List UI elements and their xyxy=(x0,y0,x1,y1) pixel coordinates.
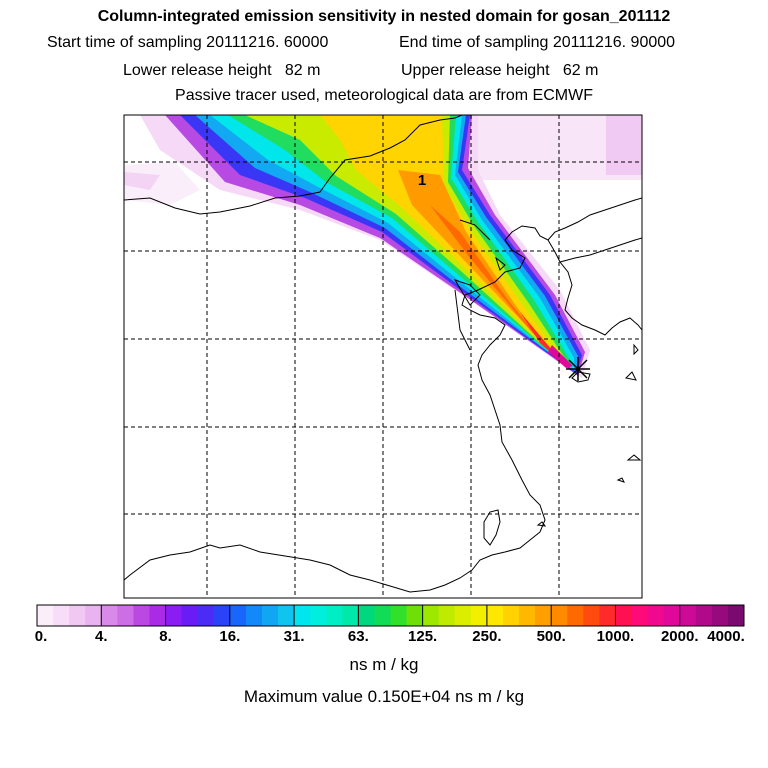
colorbar-unit-label: ns m / kg xyxy=(349,655,419,674)
colorbar-swatch xyxy=(422,605,440,626)
background-sensitivity-ne-dark xyxy=(606,115,642,175)
small-island-2 xyxy=(616,477,625,483)
plume-core xyxy=(548,345,573,368)
plume-layer-2 xyxy=(180,115,582,374)
colorbar-swatch xyxy=(535,605,552,626)
colorbar-tick-label: 16. xyxy=(219,628,241,645)
colorbar-swatch xyxy=(679,605,697,626)
colorbar-swatch xyxy=(615,605,633,626)
plume-layer-3 xyxy=(195,115,578,372)
jeju-island-coast xyxy=(571,371,591,383)
colorbar-swatch xyxy=(711,605,729,626)
colorbar-swatch xyxy=(519,605,536,626)
colorbar-swatch xyxy=(53,605,70,626)
colorbar-swatch xyxy=(374,605,391,626)
colorbar-swatch xyxy=(470,605,488,626)
colorbar-swatch xyxy=(149,605,167,626)
colorbar-swatch xyxy=(310,605,327,626)
lat-lon-grid xyxy=(124,115,642,598)
border-line-north xyxy=(124,115,463,215)
sensitivity-field xyxy=(124,115,642,378)
colorbar-swatch xyxy=(342,605,359,626)
upper-release-label: Upper release height 62 m xyxy=(401,62,599,79)
colorbar-tick-label: 0. xyxy=(34,628,48,645)
colorbar-swatch xyxy=(133,605,150,626)
map-frame xyxy=(123,114,643,599)
colorbar-tick-label: 500. xyxy=(536,628,566,645)
colorbar-tick-label: 31. xyxy=(283,628,305,645)
colorbar-tick-label: 1000. xyxy=(596,628,635,645)
colorbar-swatch xyxy=(567,605,584,626)
colorbar-swatch xyxy=(261,605,279,626)
colorbar-swatch xyxy=(486,605,504,626)
background-sensitivity-w-dark xyxy=(124,172,160,190)
japan-island-3 xyxy=(626,454,642,461)
korea-border xyxy=(559,237,642,263)
colorbar-swatch xyxy=(165,605,183,626)
receptor-marker-icon xyxy=(566,357,590,381)
japan-island-1 xyxy=(624,371,637,381)
colorbar-swatch xyxy=(245,605,263,626)
background-sensitivity-w xyxy=(124,162,200,205)
colorbar-swatch xyxy=(438,605,456,626)
inner-border-1 xyxy=(459,219,491,241)
tracer-info-label: Passive tracer used, meteorological data… xyxy=(175,87,593,104)
coastlines xyxy=(124,115,642,593)
colorbar-swatch xyxy=(583,605,600,626)
colorbar-swatch xyxy=(631,605,649,626)
east-china-coast xyxy=(461,197,642,533)
start-time-label: Start time of sampling 20111216. 60000 xyxy=(47,34,329,51)
south-china-coast xyxy=(124,531,541,593)
colorbar-swatch xyxy=(197,605,215,626)
korean-peninsula-coast xyxy=(547,239,642,336)
colorbar-swatch xyxy=(69,605,86,626)
taiwan-coast xyxy=(483,509,501,546)
colorbar-tick-label: 63. xyxy=(347,628,369,645)
colorbar-swatch xyxy=(599,605,616,626)
colorbar-tick-label: 250. xyxy=(472,628,502,645)
liaodong-coast xyxy=(495,256,506,271)
colorbar-swatch xyxy=(727,605,745,626)
colorbar-tick-label: 125. xyxy=(408,628,438,645)
colorbar-swatch xyxy=(85,605,102,626)
colorbar-swatch xyxy=(117,605,134,626)
colorbar-swatch xyxy=(229,605,247,626)
colorbar-tick-label: 4000. xyxy=(707,628,745,645)
colorbar-swatch xyxy=(358,605,375,626)
plume-layer-10 xyxy=(520,312,557,358)
colorbar-swatch xyxy=(502,605,520,626)
colorbar-swatch xyxy=(326,605,343,626)
japan-island-2 xyxy=(633,343,639,356)
colorbar-swatch xyxy=(647,605,665,626)
colorbar-tick-label: 2000. xyxy=(660,628,699,645)
colorbar-frame xyxy=(36,604,745,627)
plot-title: Column-integrated emission sensitivity i… xyxy=(97,8,671,25)
colorbar-swatch xyxy=(101,605,118,626)
colorbar-swatch xyxy=(278,605,295,626)
colorbar-swatch xyxy=(663,605,681,626)
colorbar-swatch xyxy=(551,605,568,626)
colorbar-swatch xyxy=(181,605,199,626)
colorbar xyxy=(36,604,745,627)
colorbar-swatch xyxy=(406,605,424,626)
colorbar-swatch xyxy=(213,605,231,626)
colorbar-swatch xyxy=(454,605,472,626)
end-time-label: End time of sampling 20111216. 90000 xyxy=(399,34,676,51)
colorbar-tick-label: 8. xyxy=(159,628,172,645)
lower-release-label: Lower release height 82 m xyxy=(123,62,321,79)
colorbar-tick-label: 4. xyxy=(95,628,108,645)
colorbar-swatch xyxy=(37,605,54,626)
colorbar-swatch xyxy=(390,605,408,626)
colorbar-swatch xyxy=(294,605,311,626)
cluster-label: 1 xyxy=(418,172,426,189)
colorbar-swatch xyxy=(695,605,713,626)
bohai-bay-coast xyxy=(453,279,481,306)
inner-border-2 xyxy=(454,289,471,351)
maximum-value-label: Maximum value 0.150E+04 ns m / kg xyxy=(243,687,525,706)
small-island-1 xyxy=(536,521,547,527)
